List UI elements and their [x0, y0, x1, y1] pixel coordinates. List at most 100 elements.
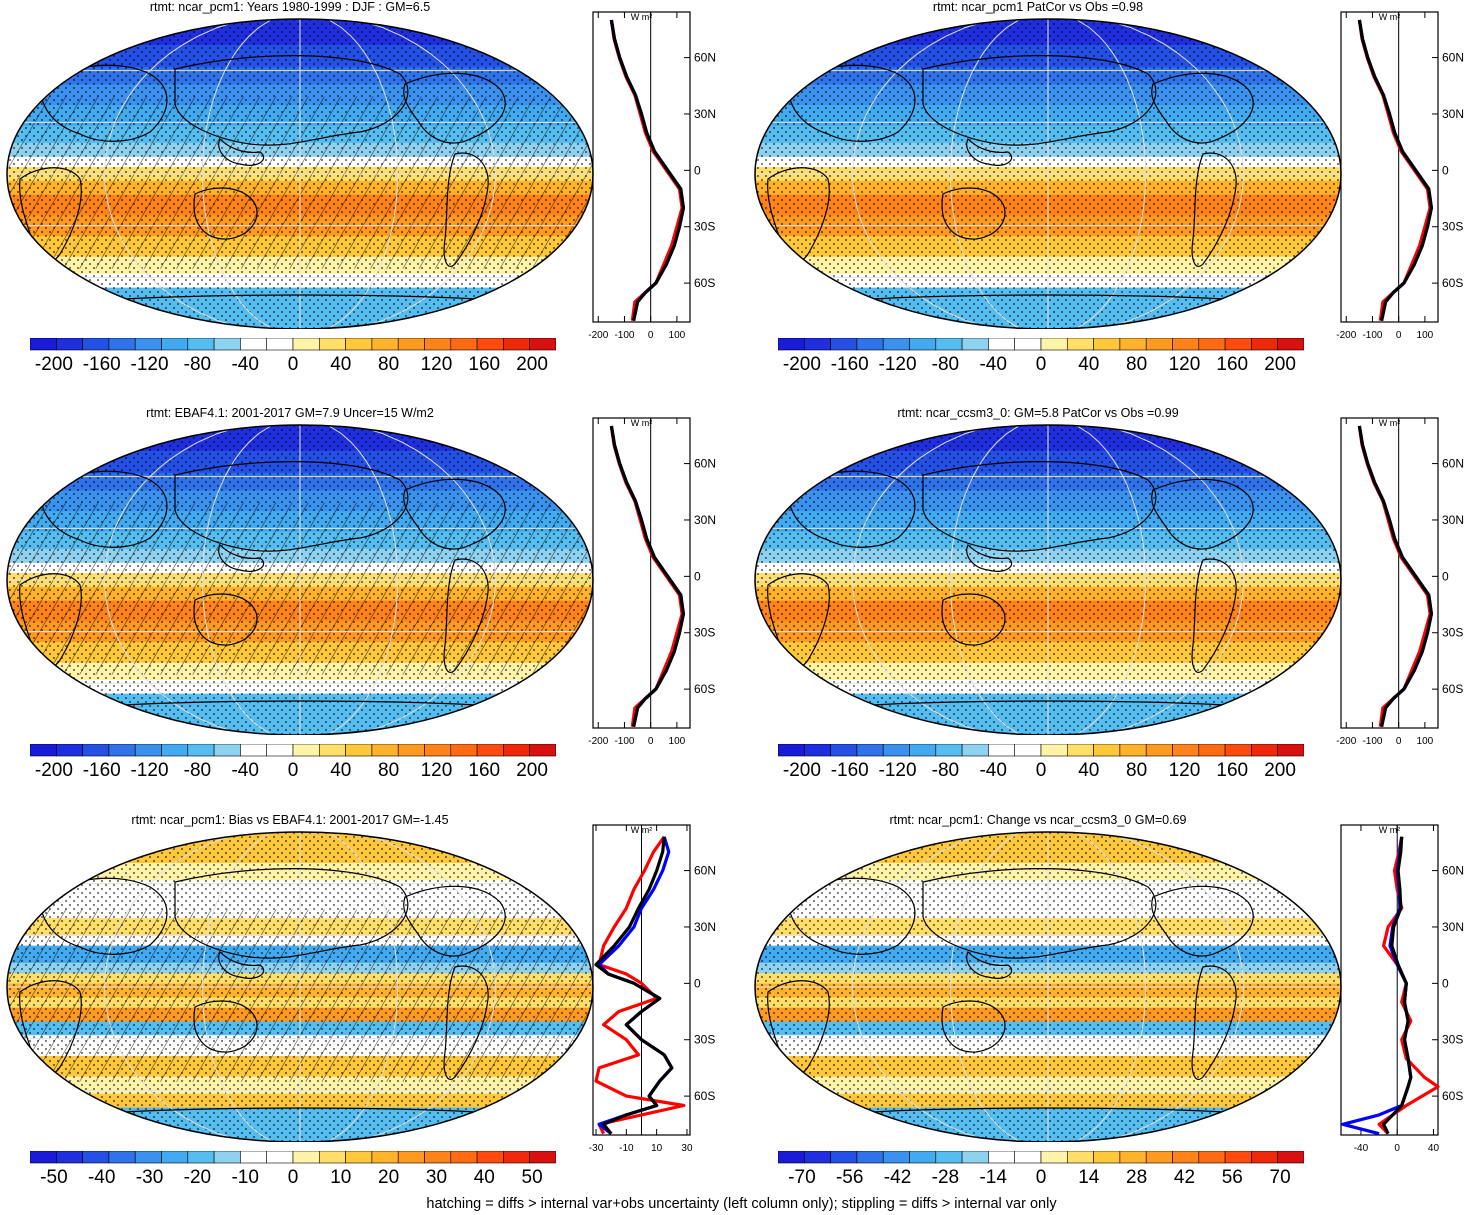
colorbar-swatch [1224, 1151, 1252, 1164]
colorbar-swatch [1251, 338, 1278, 351]
colorbar-tick-label: -120 [878, 760, 917, 781]
colorbar-tick-label: 40 [473, 1167, 495, 1188]
colorbar-tick-label: 40 [330, 354, 352, 375]
colorbar-swatch [882, 1151, 910, 1164]
colorbar-swatch [1040, 338, 1068, 351]
profile-line-black [609, 425, 685, 728]
latitude-tick-label: 30S [1442, 1033, 1463, 1047]
colorbar-swatch [803, 744, 831, 757]
colorbar-tick-label: -10 [231, 1167, 259, 1188]
profile-x-tick-label: 0 [1396, 330, 1402, 341]
colorbar-tick-label: 0 [1035, 354, 1047, 375]
colorbar-swatch [476, 338, 504, 351]
colorbar-tick-label: -160 [830, 760, 869, 781]
colorbar-swatch [161, 744, 189, 757]
profile-x-tick-label: -40 [1354, 1143, 1369, 1154]
colorbar-swatch [1198, 744, 1226, 757]
latitude-tick-label: 30S [1442, 220, 1463, 234]
colorbar-swatch [450, 1151, 478, 1164]
colorbar-tick-label: 160 [468, 354, 501, 375]
colorbar-tick-label: -160 [830, 354, 869, 375]
colorbar-swatch [266, 744, 294, 757]
colorbar-tick-label: 0 [287, 354, 299, 375]
colorbar-swatch [529, 1151, 556, 1164]
graticule [755, 832, 1341, 1142]
colorbar-swatch [803, 338, 831, 351]
latitude-tick-label: 60S [1442, 682, 1463, 696]
profile-x-tick-label: 0 [1396, 736, 1402, 747]
colorbar-swatch [108, 338, 136, 351]
unit-label: W m² [631, 418, 653, 428]
colorbar-swatch [1198, 338, 1226, 351]
latitude-tick-label: 0 [1442, 569, 1449, 583]
colorbar-tick-label: 0 [1035, 760, 1047, 781]
map-panel-6: rtmt: ncar_pcm1: Change vs ncar_ccsm3_0 … [748, 813, 1483, 1213]
colorbar-tick-label: -80 [183, 354, 212, 375]
unit-label: W m² [631, 825, 653, 835]
colorbar-swatch [1093, 338, 1121, 351]
zonal-mean-profile: 60N 30N 0 30S 60S W m² -200 -100 0 100 [588, 11, 716, 341]
world-map [6, 831, 594, 1142]
map-panel-5: rtmt: ncar_pcm1: Bias vs EBAF4.1: 2001-2… [0, 813, 735, 1213]
latitude-tick-label: 30S [694, 1033, 715, 1047]
colorbar-labels: -50 -40 -30 -20 -10 0 10 20 30 40 50 [30, 1167, 556, 1191]
colorbar-tick-label: 200 [1264, 760, 1296, 781]
profile-x-tick-label: -100 [614, 330, 634, 341]
colorbar-swatch [1040, 744, 1068, 757]
colorbar-tick-label: -200 [782, 354, 821, 375]
profile-x-tick-label: -200 [588, 330, 608, 341]
colorbar-tick-label: -80 [931, 760, 960, 781]
colorbar-tick-label: 120 [420, 354, 453, 375]
latitude-tick-label: 60N [1442, 457, 1464, 471]
profile-x-tick-label: -200 [1336, 736, 1356, 747]
latitude-tick-label: 30S [694, 626, 715, 640]
profile-x-tick-label: -100 [1362, 330, 1382, 341]
colorbar-swatch [213, 338, 241, 351]
colorbar-labels: -70 -56 -42 -28 -14 0 14 28 42 56 70 [778, 1167, 1304, 1191]
colorbar-swatch [503, 1151, 530, 1164]
latitude-tick-label: 60S [694, 276, 715, 290]
latitude-tick-label: 30N [1442, 920, 1464, 934]
colorbar-swatch [240, 338, 267, 351]
profile-x-tick-label: -100 [1362, 736, 1382, 747]
colorbar-swatch [1198, 1151, 1226, 1164]
colorbar-tick-label: -70 [788, 1167, 816, 1188]
colorbar [778, 1151, 1304, 1164]
latitude-tick-label: 60S [1442, 276, 1463, 290]
panel-title: rtmt: ncar_pcm1: Change vs ncar_ccsm3_0 … [889, 813, 1187, 827]
colorbar-swatch [1014, 1151, 1042, 1164]
colorbar-swatch [318, 1151, 346, 1164]
colorbar-swatch [909, 338, 937, 351]
colorbar-swatch [1119, 1151, 1147, 1164]
colorbar-swatch [830, 338, 858, 351]
colorbar-tick-label: -14 [979, 1167, 1007, 1188]
colorbar-swatch [830, 1151, 858, 1164]
profile-x-tick-label: 40 [1428, 1143, 1440, 1154]
colorbar-swatch [1066, 1151, 1094, 1164]
colorbar-swatch [909, 1151, 937, 1164]
colorbar-tick-label: 200 [1264, 354, 1296, 375]
colorbar-tick-label: 10 [330, 1167, 352, 1188]
colorbar-swatch [1172, 1151, 1200, 1164]
colorbar-swatch [161, 1151, 189, 1164]
colorbar-swatch [935, 338, 963, 351]
footer-caption: hatching = diffs > internal var+obs unce… [426, 1196, 1057, 1212]
profile-x-tick-label: -10 [619, 1143, 634, 1154]
latitude-tick-label: 60N [694, 51, 716, 65]
graticule [755, 19, 1341, 329]
profile-line-red [1377, 836, 1440, 1135]
colorbar-swatch [1093, 1151, 1121, 1164]
colorbar-tick-label: 80 [1126, 354, 1148, 375]
colorbar-tick-label: 0 [287, 760, 299, 781]
colorbar-swatch [1119, 338, 1147, 351]
colorbar-swatch [30, 744, 57, 757]
colorbar-tick-label: -120 [878, 354, 917, 375]
colorbar-swatch [856, 338, 884, 351]
colorbar-swatch [397, 338, 425, 351]
colorbar-swatch [1145, 744, 1173, 757]
colorbar-swatch [213, 744, 241, 757]
world-map [754, 831, 1342, 1142]
colorbar-tick-label: -40 [231, 354, 259, 375]
colorbar-swatch [318, 744, 346, 757]
colorbar-tick-label: -120 [130, 354, 169, 375]
